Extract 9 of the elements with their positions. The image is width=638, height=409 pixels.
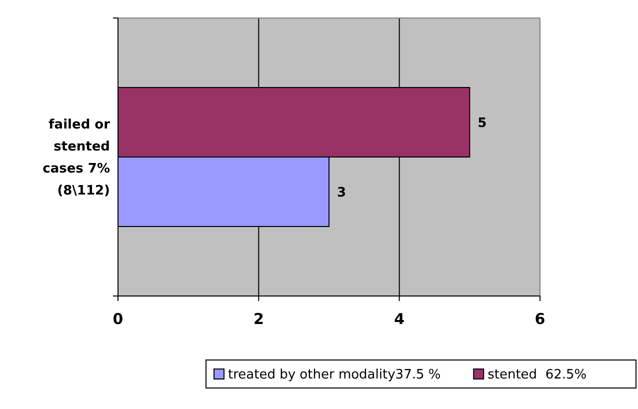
data-label: 5 bbox=[478, 116, 487, 131]
y-tick-label: failed or stented cases 7% (8\112) bbox=[42, 118, 111, 199]
x-tick-label: 4 bbox=[394, 310, 405, 328]
legend-label: stented 62.5% bbox=[488, 368, 587, 383]
legend-label: treated by other modality37.5 % bbox=[228, 368, 441, 383]
x-tick-label: 0 bbox=[112, 310, 124, 328]
data-label: 3 bbox=[337, 185, 346, 200]
x-tick-label: 6 bbox=[534, 310, 546, 328]
x-tick-label: 2 bbox=[253, 310, 264, 328]
